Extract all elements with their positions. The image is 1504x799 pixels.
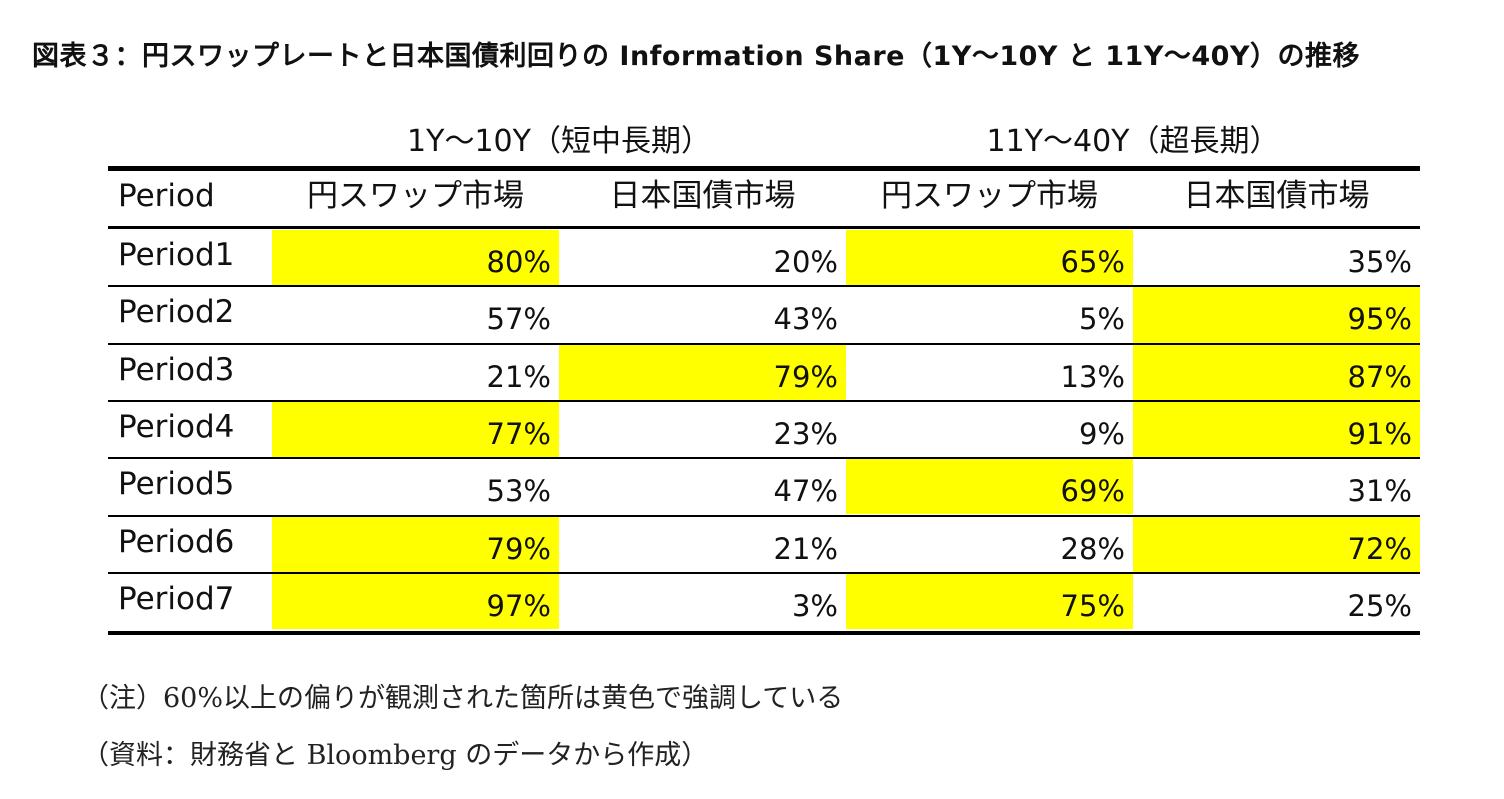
row-label-period: Period2 (118, 294, 235, 331)
table-cell-highlighted-jgb-short: 79% (559, 344, 846, 400)
table-bottom-rule (108, 631, 1420, 635)
table-cell-jgb-long: 25% (1347, 588, 1412, 623)
row-label-period: Period4 (118, 408, 235, 445)
column-header-swap-short: 円スワップ市場 (307, 178, 524, 214)
table-cell-jgb-short: 21% (773, 531, 838, 566)
table-cell-highlighted-swap-short: 77% (272, 401, 559, 458)
table-cell-jgb-long: 31% (1347, 474, 1412, 509)
table-cell-swap-long: 13% (1060, 359, 1125, 394)
table-row-rule (108, 457, 1420, 460)
table-cell-highlighted-jgb-long: 87% (1133, 344, 1420, 400)
table-cell-highlighted-swap-long: 65% (846, 230, 1133, 286)
table-cell-jgb-short: 47% (773, 474, 838, 509)
table-cell-highlighted-swap-long: 69% (846, 459, 1133, 515)
table-cell-highlighted-swap-short: 97% (272, 573, 559, 630)
table-source: （資料：財務省と Bloomberg のデータから作成） (82, 740, 709, 771)
row-label-period: Period1 (118, 237, 235, 273)
table-cell-jgb-long: 35% (1347, 245, 1412, 279)
table-cell-highlighted-jgb-long: 91% (1133, 401, 1420, 458)
column-header-jgb-long: 日本国債市場 (1183, 178, 1370, 214)
table-cell-highlighted-swap-short: 80% (272, 230, 559, 286)
table-header-rule (108, 226, 1420, 229)
table-cell-swap-short: 53% (486, 474, 551, 509)
table-row-rule (108, 285, 1420, 288)
table-cell-jgb-short: 3% (791, 588, 838, 623)
table-cell-swap-short: 57% (486, 302, 551, 337)
table-row-rule (108, 342, 1420, 345)
table-cell-swap-long: 28% (1060, 531, 1125, 566)
table-row-rule (108, 514, 1420, 517)
table-cell-highlighted-jgb-long: 72% (1133, 516, 1420, 572)
column-header-jgb-short: 日本国債市場 (609, 178, 796, 214)
column-header-swap-long: 円スワップ市場 (881, 178, 1098, 214)
row-label-period: Period5 (118, 466, 235, 503)
group-header-super-long: 11Y～40Y（超長期） (986, 124, 1280, 159)
table-top-rule (108, 166, 1420, 171)
table-cell-highlighted-swap-short: 79% (272, 516, 559, 572)
table-row-rule (108, 399, 1420, 402)
row-label-period: Period6 (118, 523, 235, 560)
row-label-period: Period7 (118, 580, 235, 617)
table-cell-jgb-short: 43% (773, 302, 838, 337)
table-cell-jgb-short: 23% (773, 416, 838, 451)
table-cell-highlighted-swap-long: 75% (846, 573, 1133, 630)
table-cell-swap-long: 9% (1078, 416, 1125, 451)
table-cell-jgb-short: 20% (773, 245, 838, 279)
column-header-period: Period (118, 178, 215, 214)
table-note: （注）60%以上の偏りが観測された箇所は黄色で強調している (82, 683, 844, 714)
row-label-period: Period3 (118, 351, 235, 388)
group-header-short-mid-long: 1Y～10Y（短中長期） (407, 124, 711, 159)
table-cell-swap-short: 21% (486, 359, 551, 394)
table-row-rule (108, 571, 1420, 574)
table-cell-highlighted-jgb-long: 95% (1133, 287, 1420, 343)
table-cell-swap-long: 5% (1078, 302, 1125, 337)
chart-title: 図表３：円スワップレートと日本国債利回りの Information Share（… (32, 41, 1360, 72)
